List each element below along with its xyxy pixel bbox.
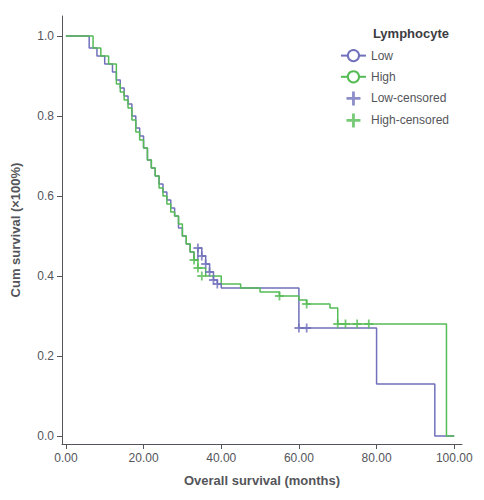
svg-text:Low-censored: Low-censored	[371, 91, 446, 105]
svg-text:1.0: 1.0	[37, 29, 54, 43]
svg-text:80.00: 80.00	[362, 451, 392, 465]
svg-text:0.4: 0.4	[37, 269, 54, 283]
svg-text:Overall survival (months): Overall survival (months)	[184, 473, 340, 488]
svg-text:Low: Low	[371, 49, 393, 63]
svg-text:High: High	[371, 70, 396, 84]
svg-text:High-censored: High-censored	[371, 113, 449, 127]
svg-text:60.00: 60.00	[284, 451, 314, 465]
svg-text:40.00: 40.00	[206, 451, 236, 465]
svg-text:Cum survival (×100%): Cum survival (×100%)	[8, 163, 23, 298]
svg-text:0.00: 0.00	[54, 451, 78, 465]
svg-text:0.0: 0.0	[37, 429, 54, 443]
svg-text:20.00: 20.00	[129, 451, 159, 465]
svg-text:0.2: 0.2	[37, 349, 54, 363]
svg-text:0.6: 0.6	[37, 189, 54, 203]
svg-text:0.8: 0.8	[37, 109, 54, 123]
svg-text:100.00: 100.00	[436, 451, 473, 465]
svg-text:Lymphocyte: Lymphocyte	[373, 26, 449, 41]
